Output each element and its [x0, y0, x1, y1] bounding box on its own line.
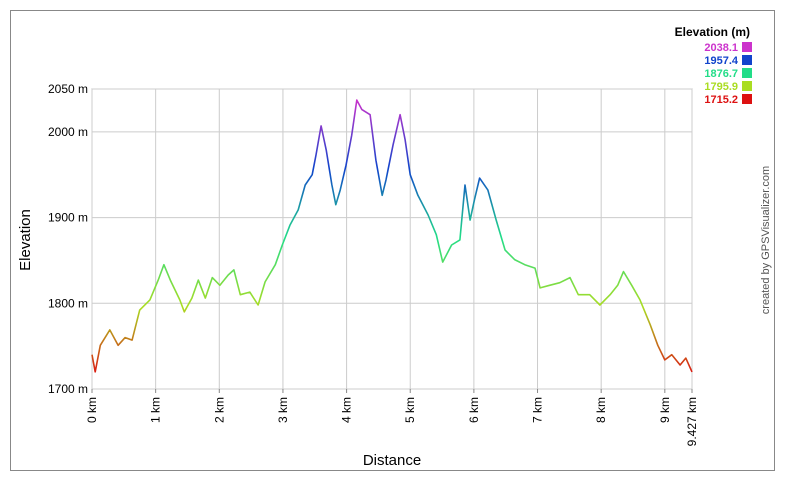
frame [10, 10, 775, 471]
x-tick-label: 2 km [212, 397, 226, 423]
x-tick-label: 7 km [531, 397, 545, 423]
y-tick-label: 2050 m [48, 82, 88, 96]
x-tick-label: 6 km [467, 397, 481, 423]
y-tick-label: 2000 m [48, 125, 88, 139]
x-tick-label: 3 km [276, 397, 290, 423]
legend-title: Elevation (m) [675, 25, 750, 39]
elevation-line [91, 99, 693, 373]
legend-label: 1957.4 [704, 55, 739, 67]
x-tick-label: 8 km [594, 397, 608, 423]
y-tick-label: 1900 m [48, 211, 88, 225]
y-tick-label: 1700 m [48, 382, 88, 396]
legend-swatch [742, 55, 752, 65]
x-tick-label: 0 km [85, 397, 99, 423]
legend-swatch [742, 68, 752, 78]
x-tick-label: 9.427 km [685, 397, 699, 446]
legend-label: 1715.2 [704, 94, 738, 106]
x-tick-label: 5 km [403, 397, 417, 423]
legend-label: 1876.7 [704, 68, 738, 80]
legend-swatch [742, 42, 752, 52]
x-tick-label: 1 km [149, 397, 163, 423]
plot-area [91, 88, 693, 390]
legend-swatch [742, 94, 752, 104]
legend-label: 2038.1 [704, 42, 738, 54]
x-axis-label: Distance [363, 452, 421, 469]
x-tick-label: 4 km [340, 397, 354, 423]
legend-label: 1795.9 [704, 81, 738, 93]
credit: created by GPSVisualizer.com [760, 166, 772, 314]
y-axis-label: Elevation [17, 209, 34, 271]
legend-swatch [742, 81, 752, 91]
y-tick-label: 1800 m [48, 296, 88, 310]
x-tick-label: 9 km [658, 397, 672, 423]
